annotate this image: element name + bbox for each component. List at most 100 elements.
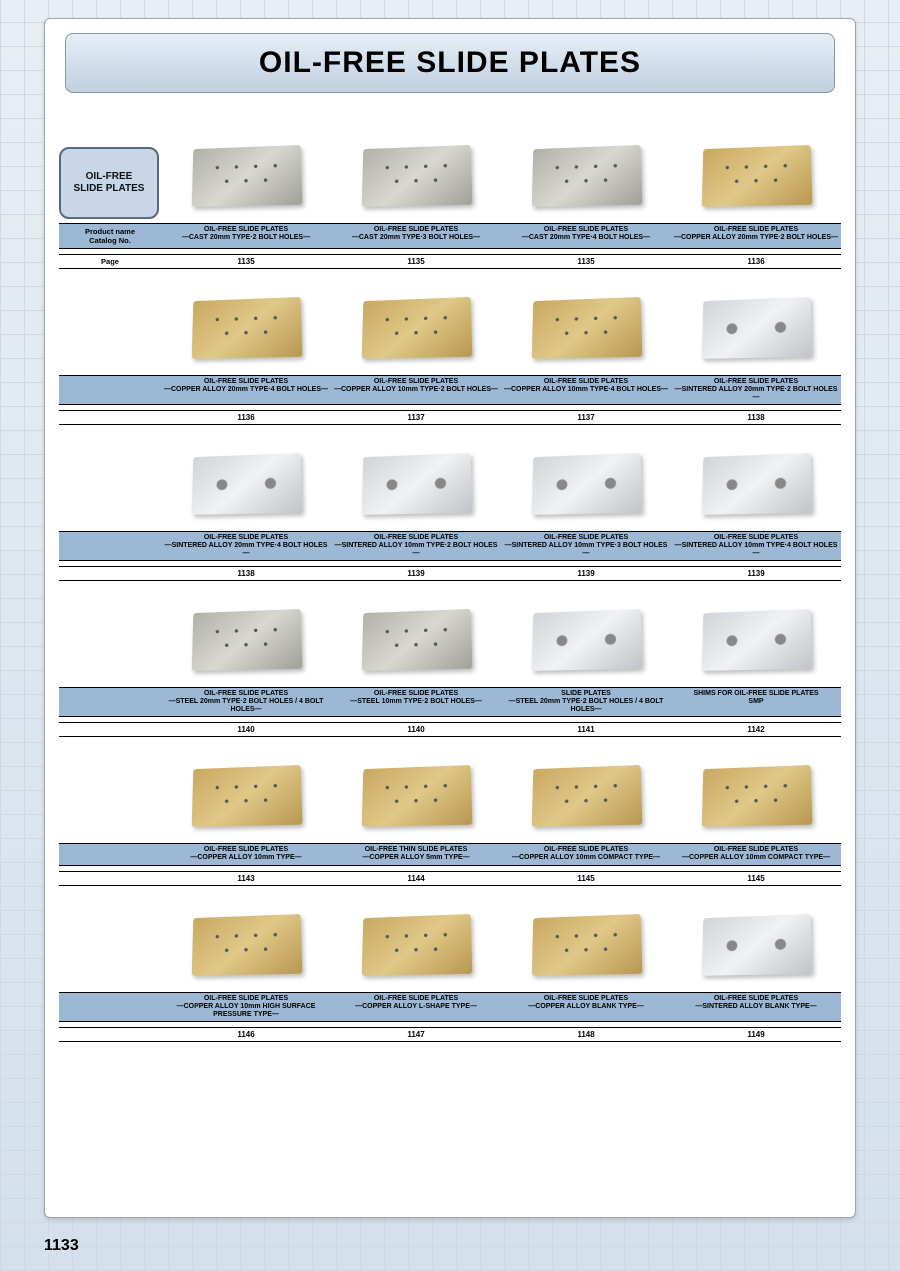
product-row: OIL-FREE SLIDE PLATES —SINTERED ALLOY 20m… bbox=[59, 437, 841, 581]
product-subtitle: —COPPER ALLOY 10mm COMPACT TYPE— bbox=[673, 854, 839, 862]
product-title-cell: OIL-FREE SLIDE PLATES—SINTERED ALLOY 20m… bbox=[671, 376, 841, 404]
product-title-cell: OIL-FREE SLIDE PLATES—COPPER ALLOY 20mm … bbox=[671, 224, 841, 248]
product-thumbnail bbox=[532, 145, 643, 207]
product-thumbnail bbox=[192, 297, 303, 359]
product-title-band: OIL-FREE SLIDE PLATES—STEEL 20mm TYPE·2 … bbox=[59, 687, 841, 717]
product-subtitle: —SINTERED ALLOY 20mm TYPE·4 BOLT HOLES— bbox=[163, 542, 329, 558]
product-image-cell bbox=[671, 437, 841, 531]
page-ref-cell: 1145 bbox=[501, 872, 671, 885]
product-title-cell: OIL-FREE SLIDE PLATES—COPPER ALLOY 20mm … bbox=[161, 376, 331, 404]
product-subtitle: SMP bbox=[673, 698, 839, 706]
page-ref-band: 1138113911391139 bbox=[59, 567, 841, 581]
page-ref-band: 1136113711371138 bbox=[59, 411, 841, 425]
product-title: OIL-FREE SLIDE PLATES bbox=[503, 846, 669, 854]
product-thumbnail bbox=[702, 453, 813, 515]
page-ref-cell: 1143 bbox=[161, 872, 331, 885]
product-thumbnail bbox=[192, 145, 303, 207]
product-images-row: OIL-FREESLIDE PLATES bbox=[59, 129, 841, 223]
product-thumbnail bbox=[702, 765, 813, 827]
product-images-row bbox=[59, 593, 841, 687]
page-ref-cell: 1147 bbox=[331, 1028, 501, 1041]
product-image-cell bbox=[671, 898, 841, 992]
product-title-band: OIL-FREE SLIDE PLATES —SINTERED ALLOY 20m… bbox=[59, 531, 841, 561]
product-subtitle: —COPPER ALLOY 10mm TYPE·4 BOLT HOLES— bbox=[503, 386, 669, 394]
band-left-label bbox=[59, 993, 161, 1021]
product-title-cell: OIL-FREE SLIDE PLATES—COPPER ALLOY 10mm … bbox=[161, 844, 331, 864]
product-thumbnail bbox=[702, 297, 813, 359]
product-title: OIL-FREE SLIDE PLATES bbox=[163, 690, 329, 698]
product-image-cell bbox=[331, 129, 501, 223]
page-ref-band: Page1135113511351136 bbox=[59, 255, 841, 269]
product-subtitle: —COPPER ALLOY 10mm TYPE·2 BOLT HOLES— bbox=[333, 386, 499, 394]
product-title-band: OIL-FREE SLIDE PLATES—COPPER ALLOY 10mm … bbox=[59, 992, 841, 1022]
page-band-left-label bbox=[59, 411, 161, 424]
product-thumbnail bbox=[702, 145, 813, 207]
product-subtitle: —CAST 20mm TYPE·4 BOLT HOLES— bbox=[503, 234, 669, 242]
product-thumbnail bbox=[362, 297, 473, 359]
product-title-cell: OIL-FREE SLIDE PLATES—COPPER ALLOY 10mm … bbox=[501, 376, 671, 404]
product-image-cell bbox=[161, 129, 331, 223]
product-thumbnail bbox=[192, 453, 303, 515]
product-images-row bbox=[59, 437, 841, 531]
product-thumbnail bbox=[532, 297, 643, 359]
page-ref-cell: 1137 bbox=[501, 411, 671, 424]
product-title-cell: OIL-FREE SLIDE PLATES—CAST 20mm TYPE·3 B… bbox=[331, 224, 501, 248]
product-title: OIL-FREE SLIDE PLATES bbox=[673, 378, 839, 386]
product-title-cell: SLIDE PLATES—STEEL 20mm TYPE·2 BOLT HOLE… bbox=[501, 688, 671, 716]
row-left-spacer bbox=[59, 437, 161, 531]
product-title: OIL-FREE SLIDE PLATES bbox=[163, 378, 329, 386]
band-left-label: Product nameCatalog No. bbox=[59, 224, 161, 248]
page-band-left-label bbox=[59, 1028, 161, 1041]
product-title: OIL-FREE SLIDE PLATES bbox=[163, 846, 329, 854]
product-title-cell: OIL-FREE SLIDE PLATES—COPPER ALLOY 10mm … bbox=[161, 993, 331, 1021]
category-box: OIL-FREESLIDE PLATES bbox=[59, 147, 159, 219]
page-ref-cell: 1135 bbox=[501, 255, 671, 268]
product-thumbnail bbox=[192, 609, 303, 671]
product-title-cell: OIL-FREE SLIDE PLATES—COPPER ALLOY 10mm … bbox=[331, 376, 501, 404]
product-subtitle: —COPPER ALLOY BLANK TYPE— bbox=[503, 1003, 669, 1011]
product-thumbnail bbox=[362, 609, 473, 671]
product-thumbnail bbox=[192, 765, 303, 827]
page-ref-cell: 1145 bbox=[671, 872, 841, 885]
page-band-left-label bbox=[59, 567, 161, 580]
product-image-cell bbox=[331, 749, 501, 843]
product-title-cell: OIL-FREE SLIDE PLATES—SINTERED ALLOY 20m… bbox=[161, 532, 331, 560]
product-title: OIL-FREE SLIDE PLATES bbox=[503, 534, 669, 542]
product-image-cell bbox=[331, 437, 501, 531]
page-ref-cell: 1137 bbox=[331, 411, 501, 424]
product-image-cell bbox=[161, 898, 331, 992]
page-ref-cell: 1146 bbox=[161, 1028, 331, 1041]
product-subtitle: —SINTERED ALLOY 10mm TYPE·3 BOLT HOLES— bbox=[503, 542, 669, 558]
product-title-cell: OIL-FREE SLIDE PLATES—SINTERED ALLOY 10m… bbox=[331, 532, 501, 560]
product-row: OIL-FREESLIDE PLATES Product nameCatalog … bbox=[59, 129, 841, 269]
page-ref-cell: 1138 bbox=[671, 411, 841, 424]
product-title-cell: OIL-FREE SLIDE PLATES—SINTERED ALLOY BLA… bbox=[671, 993, 841, 1021]
product-thumbnail bbox=[362, 145, 473, 207]
page-ref-cell: 1136 bbox=[161, 411, 331, 424]
page-ref-cell: 1141 bbox=[501, 723, 671, 736]
product-image-cell bbox=[501, 593, 671, 687]
row-left-spacer bbox=[59, 898, 161, 992]
page-ref-cell: 1148 bbox=[501, 1028, 671, 1041]
product-image-cell bbox=[671, 593, 841, 687]
product-subtitle: —CAST 20mm TYPE·2 BOLT HOLES— bbox=[163, 234, 329, 242]
product-row: OIL-FREE SLIDE PLATES—COPPER ALLOY 10mm … bbox=[59, 749, 841, 885]
product-image-cell bbox=[161, 437, 331, 531]
product-image-cell bbox=[501, 281, 671, 375]
product-title: OIL-FREE SLIDE PLATES bbox=[163, 226, 329, 234]
product-image-cell bbox=[501, 129, 671, 223]
product-title: OIL-FREE SLIDE PLATES bbox=[673, 534, 839, 542]
product-title-cell: OIL-FREE SLIDE PLATES—SINTERED ALLOY 10m… bbox=[671, 532, 841, 560]
product-title: OIL-FREE SLIDE PLATES bbox=[673, 846, 839, 854]
page-band-left-label bbox=[59, 723, 161, 736]
page-ref-cell: 1139 bbox=[501, 567, 671, 580]
product-image-cell bbox=[331, 898, 501, 992]
product-title-cell: OIL-FREE SLIDE PLATES—COPPER ALLOY BLANK… bbox=[501, 993, 671, 1021]
product-title: OIL-FREE SLIDE PLATES bbox=[333, 995, 499, 1003]
page-ref-cell: 1139 bbox=[331, 567, 501, 580]
product-title: SHIMS FOR OIL-FREE SLIDE PLATES bbox=[673, 690, 839, 698]
page-number: 1133 bbox=[44, 1237, 79, 1255]
page-ref-cell: 1140 bbox=[161, 723, 331, 736]
product-subtitle: —STEEL 20mm TYPE·2 BOLT HOLES / 4 BOLT H… bbox=[163, 698, 329, 714]
page-ref-cell: 1140 bbox=[331, 723, 501, 736]
